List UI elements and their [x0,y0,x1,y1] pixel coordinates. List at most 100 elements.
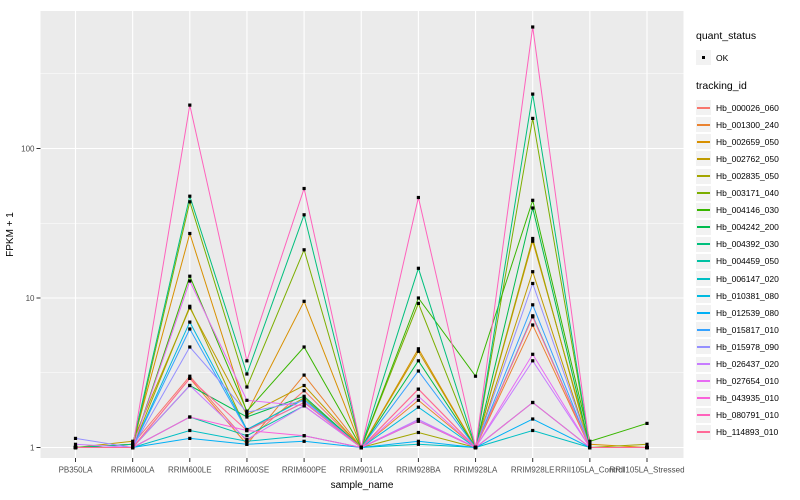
legend-entry: Hb_002762_050 [696,150,800,167]
x-tick-label: RRIM901LA [339,466,383,475]
legend-key-box [696,168,711,184]
legend-entry: Hb_006147_020 [696,270,800,287]
color-swatch [697,260,710,263]
legend-key-box [696,407,711,423]
data-point [188,320,192,324]
legend-entry: Hb_004242_200 [696,219,800,236]
data-point [302,213,306,217]
data-point [131,442,135,446]
legend-entry: Hb_015978_090 [696,338,800,355]
x-tick-label: RRII105LA_Control [555,466,625,475]
color-swatch [697,328,710,331]
legend-entry: Hb_004392_030 [696,236,800,253]
data-point [302,299,306,303]
legend-key-box [696,236,711,252]
legend-ok-item: OK [696,49,800,66]
data-point [245,410,249,414]
color-swatch [697,345,710,348]
data-point [188,376,192,380]
legend-entry: Hb_001300_240 [696,116,800,133]
legend-key-box [696,390,711,406]
data-point [188,415,192,419]
legend-tracking-id-title: tracking_id [696,80,747,93]
legend-entry-label: Hb_006147_020 [716,273,779,284]
data-point [73,442,78,446]
data-point [302,434,306,438]
data-point [588,445,592,450]
data-point [302,373,306,377]
data-point [245,385,249,389]
color-swatch [697,192,710,195]
data-point [416,394,420,398]
data-point [188,383,192,388]
legend-entry: Hb_000026_060 [696,99,800,116]
data-point [73,445,78,450]
data-point [302,345,306,349]
data-point [416,266,420,270]
legend-key-box [696,339,711,355]
color-swatch [697,414,710,417]
legend-key-box [696,50,711,66]
data-point [416,405,420,409]
color-swatch [697,226,710,229]
data-point [416,417,420,422]
x-tick-label: RRIM600SE [225,466,269,475]
legend-entry-label: Hb_015978_090 [716,341,779,352]
x-tick-label: RRIM600LA [111,466,155,475]
legend-entry: Hb_002835_050 [696,167,800,184]
legend-entry: Hb_004459_050 [696,253,800,270]
data-point [416,369,420,373]
color-swatch [697,243,710,246]
data-point [245,442,249,446]
data-point [416,359,420,363]
legend-entry-label: Hb_002659_050 [716,136,779,147]
data-point [188,231,192,236]
data-point [416,301,420,305]
x-axis-title: sample_name [331,480,394,491]
data-point [302,439,306,443]
y-tick-label: 100 [21,144,35,153]
data-point [302,404,306,408]
data-point [131,445,135,450]
point-marker-icon [701,55,706,60]
legend-entry-label: Hb_004242_200 [716,222,779,233]
data-point [188,428,192,433]
legend-entry: Hb_003171_040 [696,185,800,202]
color-swatch [697,363,710,366]
x-tick-label: RRIM928BA [396,466,441,475]
legend-ok-label: OK [716,52,729,63]
data-point [531,315,535,319]
legend-key-box [696,219,711,235]
legend-entry: Hb_002659_050 [696,133,800,150]
data-point [302,248,306,252]
data-point [531,25,535,29]
data-point [245,438,249,442]
data-point [531,303,535,307]
data-point [416,430,420,435]
data-point [73,436,78,440]
x-tick-label: PB350LA [59,466,93,475]
data-point [188,436,192,440]
color-swatch [697,106,710,109]
data-point [188,345,192,349]
data-point [245,359,249,363]
data-point [188,327,192,331]
data-point [473,445,478,450]
data-point [245,413,249,417]
legend-entry: Hb_004146_030 [696,202,800,219]
panel-background [40,11,684,458]
legend-entry-label: Hb_000026_060 [716,102,779,113]
data-point [416,442,420,446]
data-point [416,398,420,402]
data-point [531,239,535,243]
data-point [188,194,192,198]
legend-entry-label: Hb_004146_030 [716,205,779,216]
data-point [416,387,420,391]
legend-entry: Hb_080791_010 [696,407,800,424]
legend-entry-label: Hb_002835_050 [716,171,779,182]
legend-entry: Hb_043935_010 [696,390,800,407]
data-point [588,439,592,443]
legend-group-quant-status: quant_status OK [696,30,800,66]
data-point [302,394,306,398]
